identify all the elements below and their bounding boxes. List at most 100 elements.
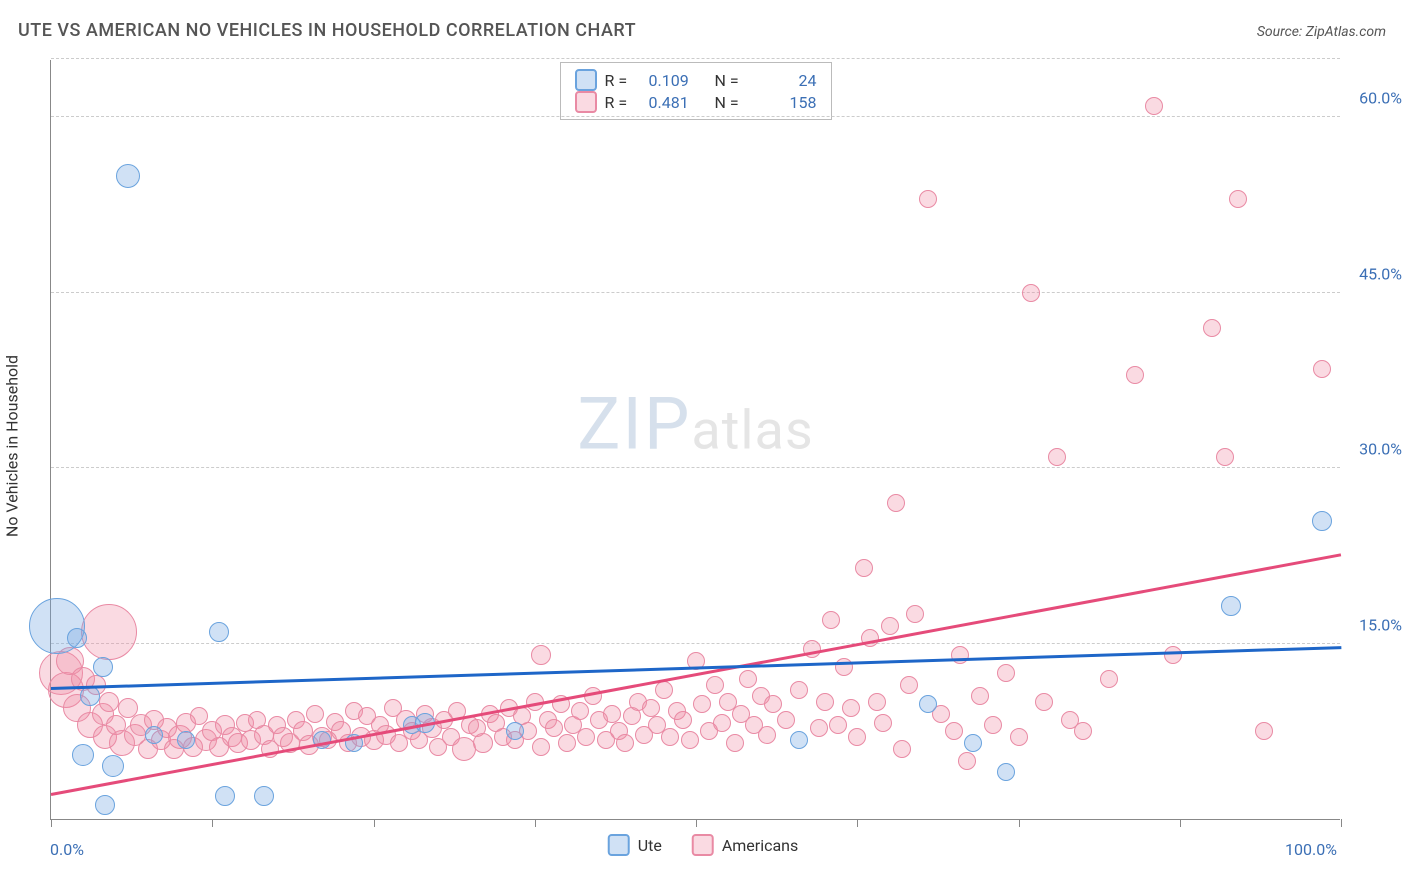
scatter-point-american — [1229, 190, 1247, 208]
gridline — [51, 116, 1340, 117]
scatter-point-american — [452, 737, 476, 761]
x-tick — [374, 819, 375, 827]
scatter-point-american — [693, 695, 711, 713]
scatter-point-american — [816, 693, 834, 711]
legend-row-american: R = 0.481 N = 158 — [575, 91, 817, 113]
scatter-point-ute — [919, 695, 937, 713]
scatter-point-american — [655, 681, 673, 699]
scatter-point-american — [919, 190, 937, 208]
scatter-point-american — [1035, 693, 1053, 711]
scatter-point-ute — [790, 731, 808, 749]
scatter-point-american — [306, 705, 324, 723]
chart-container: UTE VS AMERICAN NO VEHICLES IN HOUSEHOLD… — [0, 0, 1406, 892]
scatter-point-american — [603, 705, 621, 723]
legend-label-ute: Ute — [638, 836, 662, 855]
scatter-point-american — [545, 719, 563, 737]
scatter-point-ute — [93, 657, 113, 677]
scatter-point-american — [958, 752, 976, 770]
scatter-point-american — [473, 733, 493, 753]
scatter-point-american — [984, 716, 1002, 734]
scatter-point-american — [726, 734, 744, 752]
legend-correlation: R = 0.109 N = 24 R = 0.481 N = 158 — [560, 62, 832, 120]
swatch-ute — [575, 69, 597, 91]
x-tick-label: 100.0% — [1285, 840, 1337, 859]
scatter-point-ute — [506, 722, 524, 740]
scatter-point-american — [997, 664, 1015, 682]
scatter-point-american — [661, 728, 679, 746]
x-tick — [1341, 819, 1342, 827]
scatter-point-american — [99, 692, 119, 712]
scatter-point-american — [1145, 97, 1163, 115]
x-tick — [212, 819, 213, 827]
r-value: 0.481 — [649, 93, 707, 112]
scatter-point-american — [1100, 670, 1118, 688]
swatch-ute — [608, 834, 630, 856]
scatter-point-american — [558, 734, 576, 752]
y-tick-label: 30.0% — [1359, 440, 1402, 459]
scatter-point-american — [616, 734, 634, 752]
scatter-point-american — [790, 681, 808, 699]
gridline — [51, 643, 1340, 644]
scatter-point-american — [874, 714, 892, 732]
scatter-point-ute — [997, 763, 1015, 781]
scatter-point-american — [577, 728, 595, 746]
scatter-point-american — [1203, 319, 1221, 337]
scatter-point-american — [1313, 360, 1331, 378]
scatter-point-american — [881, 617, 899, 635]
r-value: 0.109 — [649, 71, 707, 90]
scatter-point-american — [1010, 728, 1028, 746]
scatter-point-american — [893, 740, 911, 758]
y-axis-label: No Vehicles in Household — [3, 355, 22, 537]
legend-series: Ute Americans — [608, 834, 799, 856]
scatter-point-ute — [1312, 511, 1332, 531]
x-tick — [857, 819, 858, 827]
n-value: 24 — [759, 71, 817, 90]
scatter-point-ute — [116, 164, 140, 188]
scatter-point-american — [739, 670, 757, 688]
scatter-point-american — [674, 711, 692, 729]
scatter-point-american — [81, 604, 137, 660]
swatch-american — [692, 834, 714, 856]
scatter-point-american — [681, 731, 699, 749]
scatter-point-ute — [1221, 596, 1241, 616]
scatter-point-american — [777, 711, 795, 729]
scatter-point-american — [531, 645, 551, 665]
scatter-point-ute — [72, 744, 94, 766]
scatter-point-american — [868, 693, 886, 711]
swatch-american — [575, 91, 597, 113]
watermark-small: atlas — [691, 400, 813, 463]
scatter-point-ute — [177, 731, 195, 749]
x-tick — [1019, 819, 1020, 827]
scatter-point-ute — [215, 786, 235, 806]
scatter-point-american — [642, 699, 660, 717]
trendline — [51, 553, 1342, 796]
scatter-point-american — [1074, 722, 1092, 740]
gridline — [51, 58, 1340, 59]
x-tick — [696, 819, 697, 827]
scatter-point-american — [1022, 284, 1040, 302]
scatter-point-american — [1255, 722, 1273, 740]
r-label: R = — [605, 93, 641, 112]
gridline — [51, 467, 1340, 468]
legend-row-ute: R = 0.109 N = 24 — [575, 69, 817, 91]
x-tick — [535, 819, 536, 827]
scatter-point-american — [848, 728, 866, 746]
scatter-point-ute — [964, 734, 982, 752]
n-label: N = — [715, 71, 751, 90]
x-tick-label: 0.0% — [50, 840, 84, 859]
scatter-point-american — [810, 719, 828, 737]
watermark: ZIPatlas — [577, 382, 814, 467]
y-tick-label: 15.0% — [1359, 615, 1402, 634]
scatter-point-american — [842, 699, 860, 717]
n-value: 158 — [759, 93, 817, 112]
y-tick-label: 45.0% — [1359, 264, 1402, 283]
chart-title: UTE VS AMERICAN NO VEHICLES IN HOUSEHOLD… — [18, 20, 636, 41]
legend-item-ute: Ute — [608, 834, 662, 856]
scatter-point-american — [571, 702, 589, 720]
scatter-point-american — [822, 611, 840, 629]
scatter-point-american — [713, 714, 731, 732]
scatter-point-ute — [254, 786, 274, 806]
y-tick-label: 60.0% — [1359, 89, 1402, 108]
scatter-point-ute — [209, 622, 229, 642]
scatter-point-ute — [145, 726, 163, 744]
